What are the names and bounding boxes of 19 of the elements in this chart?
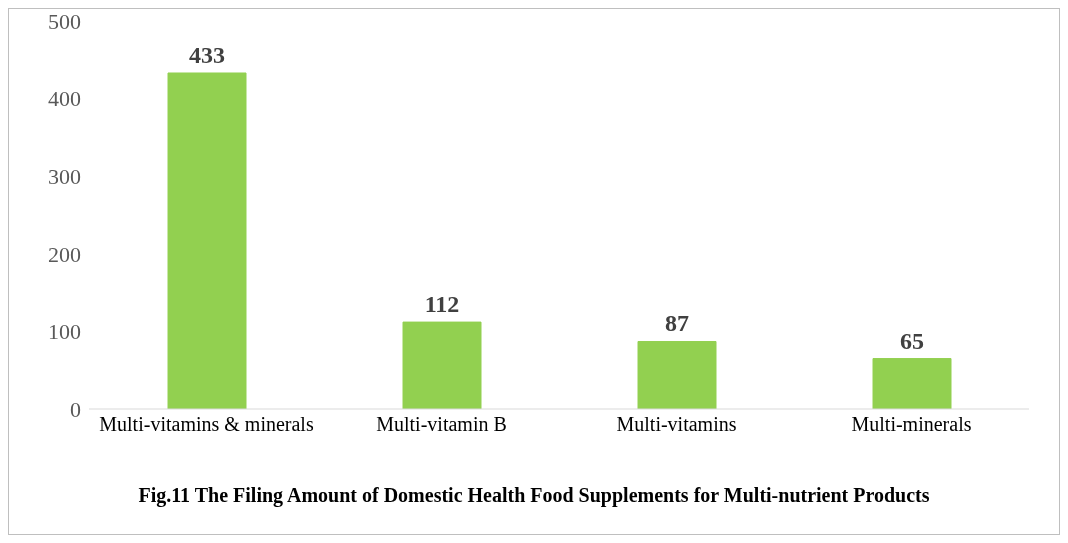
data-label: 65 <box>900 327 924 354</box>
data-label: 87 <box>665 310 689 337</box>
y-tick-label: 400 <box>48 86 81 112</box>
x-tick-label: Multi-vitamins & minerals <box>99 413 314 436</box>
x-tick-label: Multi-vitamins <box>616 413 737 436</box>
y-tick-label: 300 <box>48 164 81 190</box>
y-tick-label: 500 <box>48 8 81 34</box>
y-tick-label: 100 <box>48 319 81 345</box>
y-tick-label: 0 <box>70 396 81 422</box>
text: Fig.11 The Filing Amount of Domestic Health Food Supplements for Multi-nutrient Products <box>137 484 931 507</box>
x-tick-label: Multi-minerals <box>851 413 972 436</box>
y-tick-label: 200 <box>48 241 81 267</box>
data-label: 112 <box>424 291 460 318</box>
bar <box>872 358 952 409</box>
bar <box>167 72 247 409</box>
data-label: 433 <box>189 41 225 68</box>
bar <box>637 340 717 409</box>
x-tick-label: Multi-vitamin B <box>376 413 507 436</box>
bar <box>402 321 482 409</box>
